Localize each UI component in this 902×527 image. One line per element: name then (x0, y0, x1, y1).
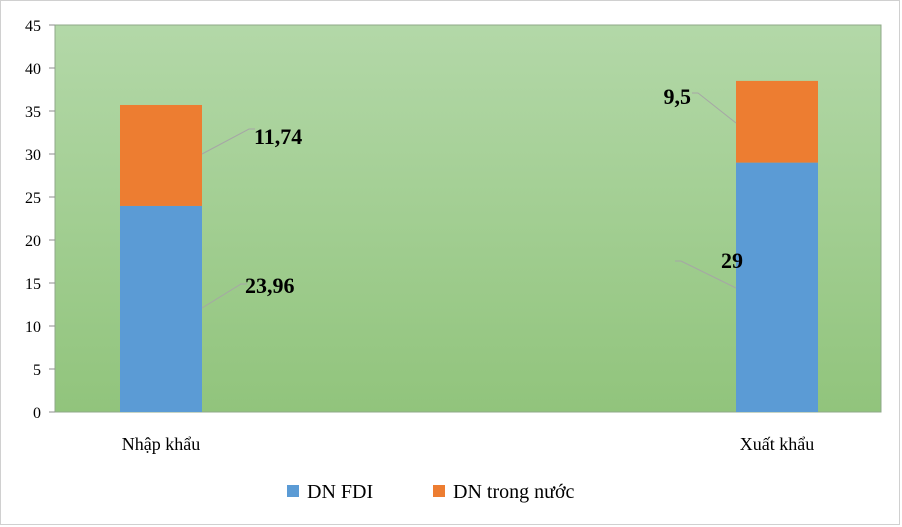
leader-line (201, 128, 255, 155)
leader-lines (201, 92, 737, 309)
y-tick-label: 0 (33, 405, 41, 422)
data-labels: 23,96 11,74 29 9,5 (245, 84, 743, 298)
leader-line (201, 283, 247, 309)
data-label: 11,74 (254, 124, 302, 149)
bar-segment (736, 80, 818, 163)
data-label: 23,96 (245, 273, 295, 298)
x-axis-category-labels: Nhập khẩu Xuất khẩu (122, 434, 814, 454)
y-tick-label: 15 (25, 276, 41, 293)
y-tick-label: 45 (25, 18, 41, 35)
legend-label: DN FDI (307, 481, 373, 503)
y-tick-label: 25 (25, 190, 41, 207)
bar-segment (736, 162, 818, 412)
bars (120, 80, 818, 412)
bar-segment (120, 205, 202, 412)
y-tick-label: 20 (25, 233, 41, 250)
leader-line (692, 92, 737, 124)
y-tick-label: 5 (33, 362, 41, 379)
y-tick-label: 30 (25, 147, 41, 164)
category-label: Xuất khẩu (740, 434, 814, 454)
y-tick-label: 40 (25, 61, 41, 78)
data-label: 9,5 (664, 84, 692, 109)
bar-segment (120, 104, 202, 206)
category-label: Nhập khẩu (122, 434, 200, 454)
y-axis-ticks: 0 5 10 15 20 25 30 35 40 45 (25, 18, 55, 422)
legend-label: DN trong nước (453, 481, 575, 503)
leader-line (675, 260, 737, 289)
y-tick-label: 10 (25, 319, 41, 336)
y-tick-label: 35 (25, 104, 41, 121)
legend-swatch (287, 485, 299, 497)
legend-swatch (433, 485, 445, 497)
data-label: 29 (721, 248, 743, 273)
legend: DN FDI DN trong nước (287, 481, 575, 503)
